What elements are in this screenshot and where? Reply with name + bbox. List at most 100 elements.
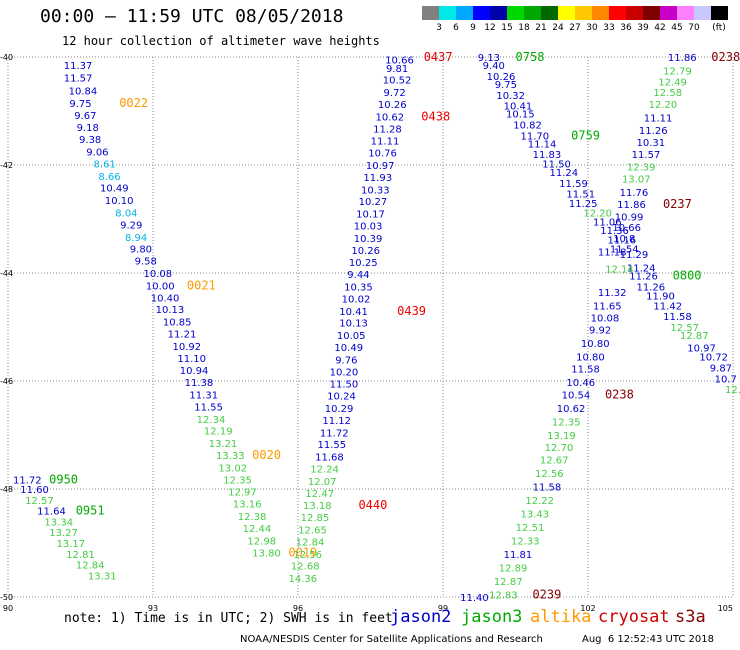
wave-height-value: 10.46 [566, 378, 595, 389]
wave-height-value: 12.57 [25, 496, 54, 507]
wave-height-value: 9.13 [478, 53, 500, 64]
wave-height-value: 11.12 [322, 416, 351, 427]
wave-height-value: 11.57 [632, 150, 661, 161]
wave-height-value: 10.25 [349, 258, 378, 269]
lon-tick-label: 102 [580, 604, 595, 613]
wave-height-value: 12.84 [76, 561, 105, 572]
legend-label: 36 [620, 23, 632, 33]
wave-height-value: 9.38 [79, 135, 101, 146]
latitude-labels: -40 -42 -44 -46 -48 -50 [0, 53, 13, 602]
satellite-jason3: jason3 [461, 607, 523, 627]
wave-height-value: 13.43 [521, 509, 550, 520]
legend-label: 9 [470, 23, 476, 33]
wave-height-value: 12.35 [552, 418, 581, 429]
wave-height-value: 12.33 [511, 536, 540, 547]
wave-height-value: 10.49 [334, 343, 363, 354]
wave-height-value: 10.20 [330, 367, 359, 378]
wave-height-value: 11.31 [189, 391, 218, 402]
map-grid [7, 56, 734, 598]
wave-height-value: 11.24 [550, 168, 579, 179]
wave-height-value: 12.49 [658, 77, 687, 88]
legend-label: 6 [453, 23, 459, 33]
wave-height-value: 10.13 [156, 305, 185, 316]
pass-time-label: 0437 [424, 50, 453, 64]
wave-height-value: 8.04 [115, 209, 137, 220]
legend-label: 42 [654, 23, 666, 33]
wave-height-value: 11.72 [320, 428, 349, 439]
wave-height-value: 9.18 [77, 123, 99, 134]
wave-height-value: 13.17 [57, 539, 86, 550]
color-legend: 3 6 9 12 15 18 21 24 27 30 33 36 39 42 45 70 (ft) [422, 6, 728, 33]
pass-time-label: 0440 [358, 498, 387, 512]
wave-height-value: 12.89 [499, 563, 528, 574]
wave-height-value: 9.75 [495, 80, 517, 91]
lat-tick-label: -46 [0, 377, 13, 386]
wave-height-value: 10.27 [359, 197, 388, 208]
wave-height-value: 8.66 [98, 172, 120, 183]
wave-height-value: 10.62 [557, 404, 586, 415]
wave-height-value: 10.39 [354, 234, 383, 245]
wave-height-value: 10.72 [699, 353, 728, 364]
wave-height-value: 10.92 [173, 342, 202, 353]
pass-time-label: 0438 [421, 109, 450, 123]
wave-height-value: 11.64 [37, 507, 66, 518]
wave-height-value: 12.58 [653, 88, 682, 99]
wave-height-value: 13.02 [218, 463, 247, 474]
lon-tick-label: 90 [3, 604, 13, 613]
legend-swatch [490, 6, 507, 20]
wave-height-value: 12.20 [649, 100, 678, 111]
wave-height-value: 10.85 [163, 318, 192, 329]
wave-height-value: 10.80 [581, 339, 610, 350]
wave-height-value: 11.16 [608, 236, 637, 247]
wave-height-value: 12.34 [197, 415, 226, 426]
wave-height-value: 10.7 [715, 374, 737, 385]
wave-height-value: 10.40 [151, 293, 180, 304]
wave-height-value: 11.58 [663, 312, 692, 323]
wave-height-value: 11.68 [315, 453, 344, 464]
wave-height-value: 9.75 [69, 99, 91, 110]
wave-height-value: 13.33 [216, 451, 245, 462]
wave-height-value: 8.94 [125, 233, 147, 244]
wave-height-value: 11.32 [598, 288, 627, 299]
pass-time-label: 0951 [76, 504, 105, 518]
wave-height-value: 10.94 [180, 366, 209, 377]
wave-height-value: 12.35 [223, 475, 252, 486]
pass-time-label: 0237 [663, 197, 692, 211]
wave-height-value: 13.07 [622, 175, 651, 186]
wave-height-value: 11.37 [64, 61, 93, 72]
wave-height-value: 12.87 [494, 577, 523, 588]
legend-swatch [609, 6, 626, 20]
satellite-cryosat: cryosat [598, 607, 670, 627]
wave-height-value: 10.26 [378, 100, 407, 111]
wave-height-value: 12.56 [293, 550, 322, 561]
legend-swatch [456, 6, 473, 20]
wave-height-value: 11.25 [569, 199, 598, 210]
note-text: note: 1) Time is in UTC; 2) SWH is in fe… [64, 611, 393, 626]
wave-height-value: 10.66 [385, 56, 414, 67]
lat-tick-label: -44 [0, 269, 13, 278]
wave-height-value: 10.02 [342, 294, 371, 305]
legend-swatches [422, 6, 728, 20]
wave-height-value: 12.47 [305, 489, 334, 500]
wave-height-value: 13.27 [49, 528, 78, 539]
wave-height-value: 9.81 [386, 64, 408, 75]
lon-tick-label: 105 [718, 604, 733, 613]
wave-height-value: 11.83 [533, 150, 562, 161]
wave-height-value: 10.31 [637, 138, 666, 149]
wave-height-value: 12.97 [228, 488, 257, 499]
wave-height-value: 10.97 [366, 161, 395, 172]
wave-height-value: 10.15 [506, 110, 535, 121]
wave-height-value: 10.97 [687, 344, 716, 355]
wave-height-value: 13.34 [44, 517, 73, 528]
wave-height-value: 11.38 [185, 378, 214, 389]
wave-height-value: 12.84 [296, 537, 325, 548]
wave-height-value: 10.99 [615, 212, 644, 223]
lon-tick-label: 99 [438, 604, 448, 613]
legend-swatch [626, 6, 643, 20]
legend-swatch [473, 6, 490, 20]
wave-height-value: 9.29 [120, 220, 142, 231]
wave-height-value: 12.24 [310, 464, 339, 475]
wave-height-value: 10.26 [351, 246, 380, 257]
wave-height-value: 13.31 [88, 571, 117, 582]
